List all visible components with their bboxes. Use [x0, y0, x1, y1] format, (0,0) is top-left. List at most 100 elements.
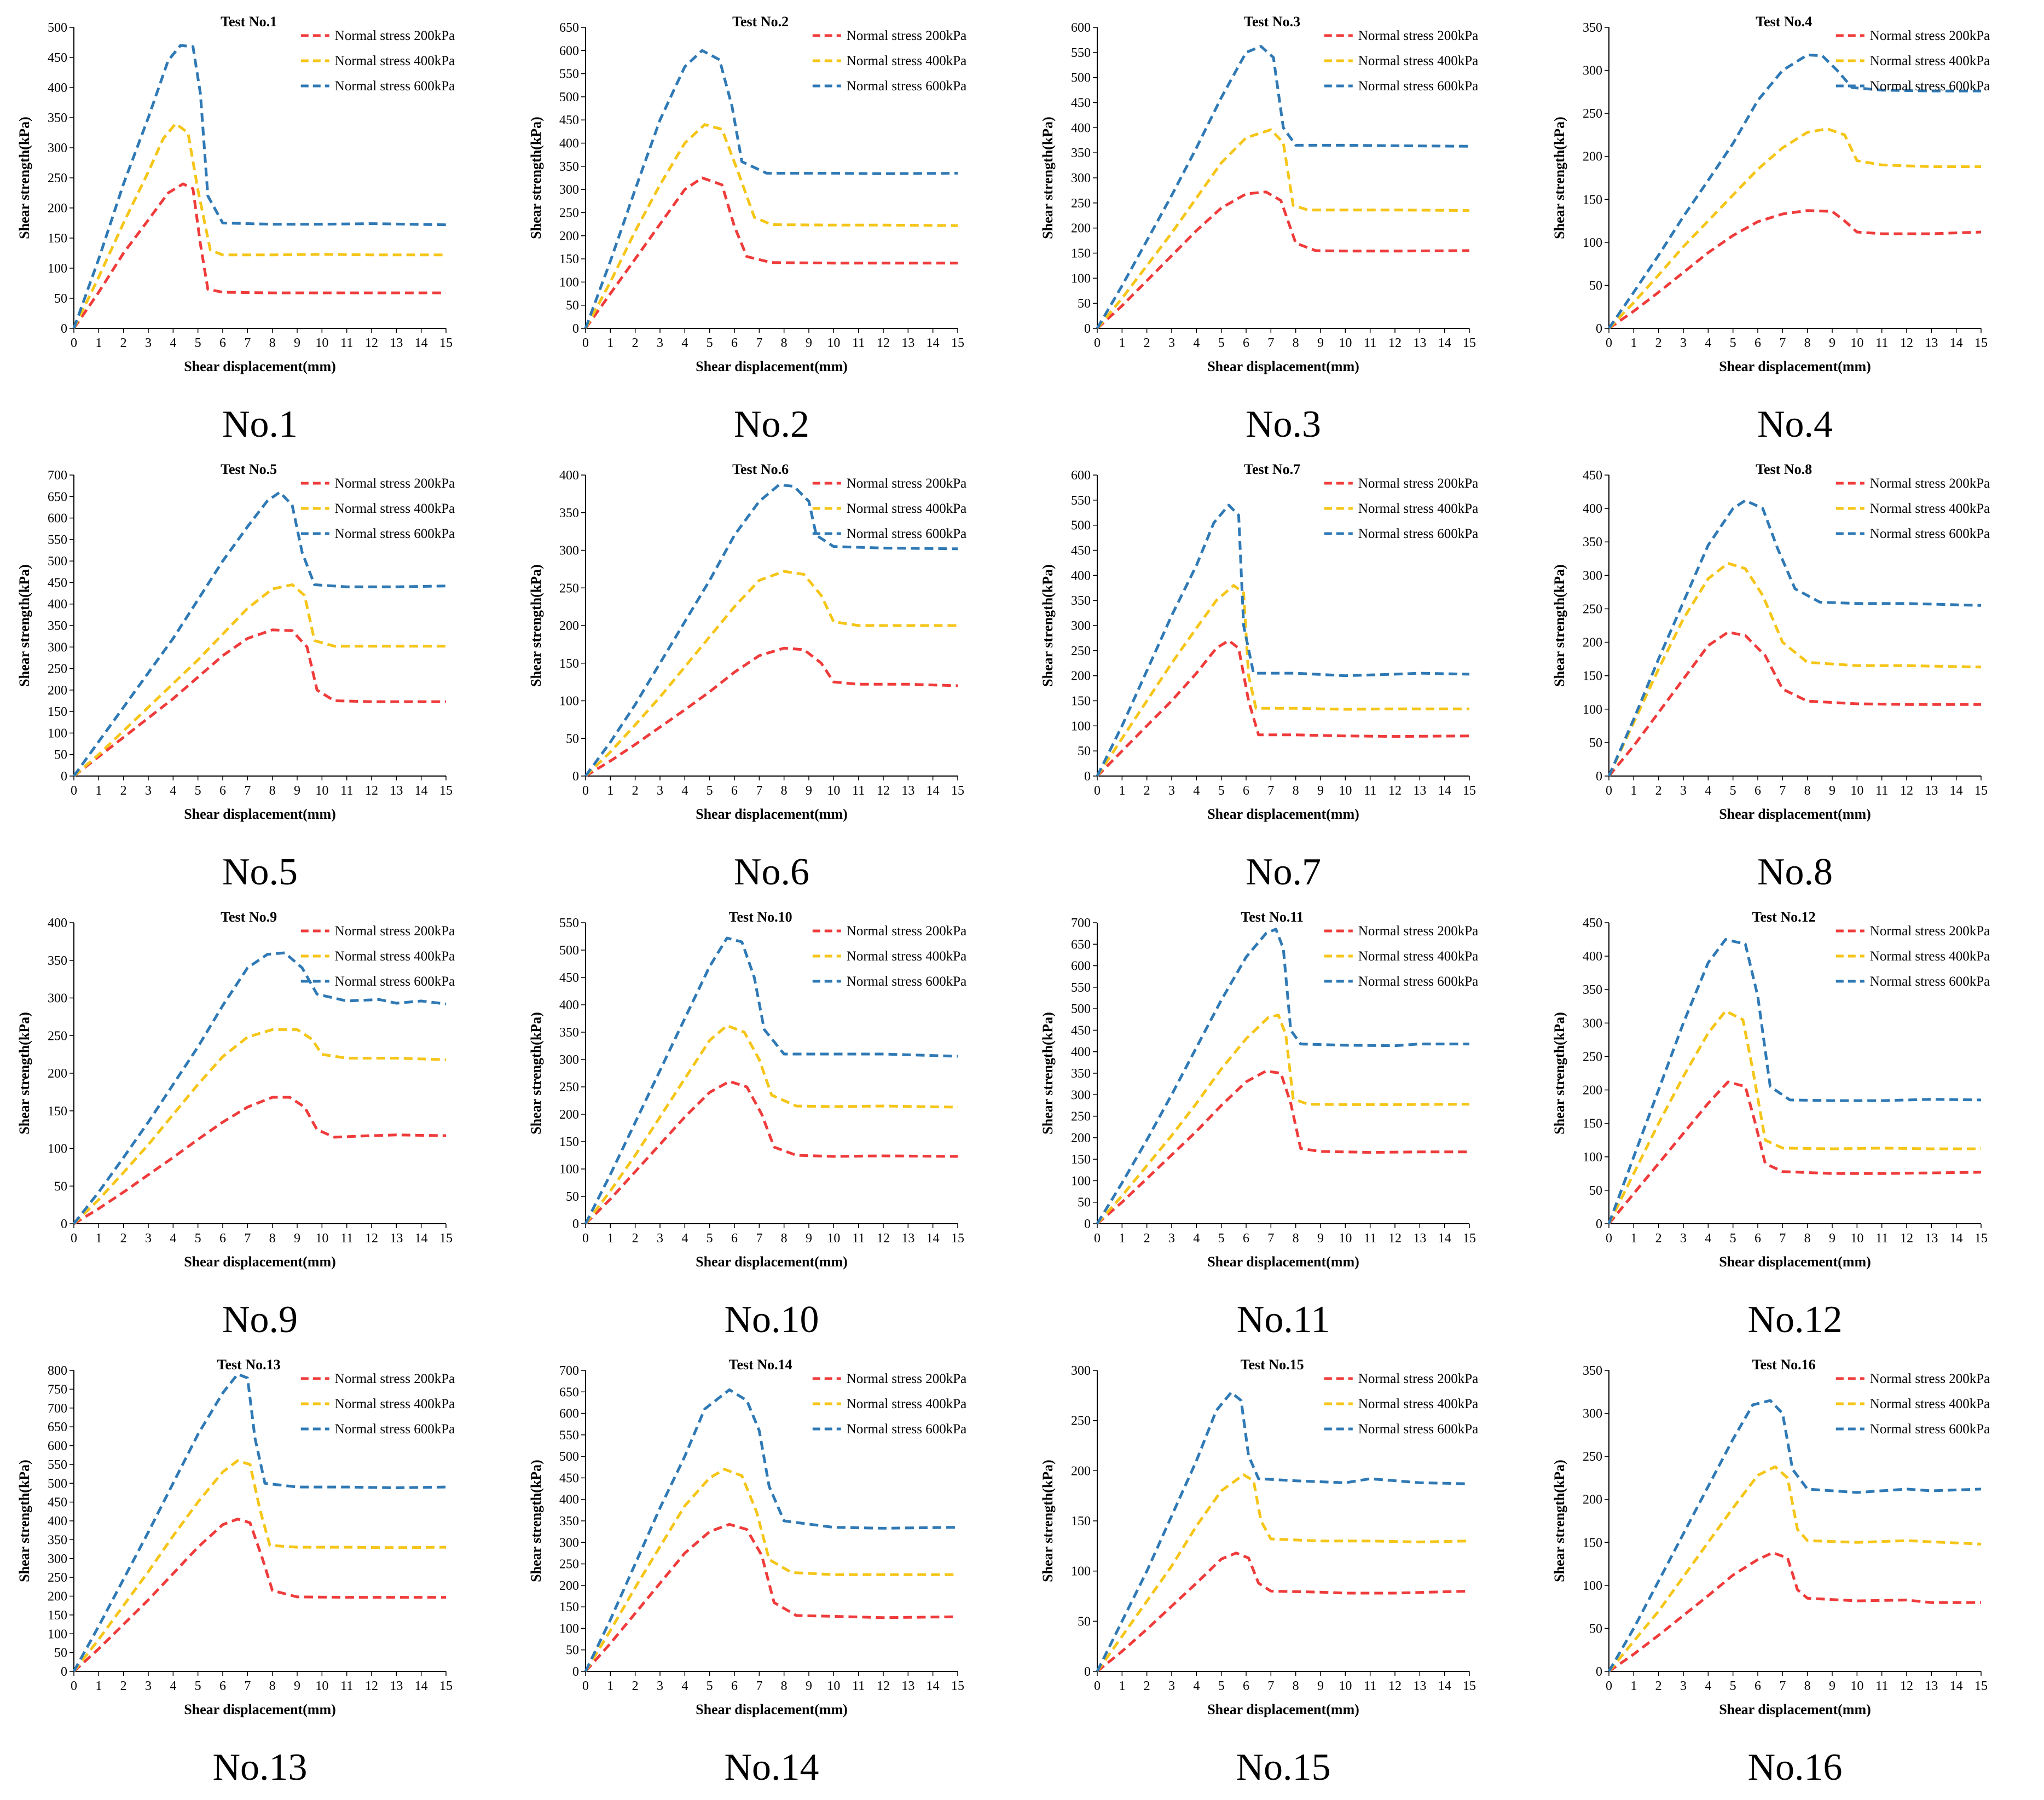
y-tick-label: 350 — [559, 160, 579, 174]
x-tick-label: 6 — [731, 784, 738, 798]
chart-title: Test No.2 — [732, 14, 789, 30]
y-tick-label: 150 — [1583, 193, 1602, 207]
y-tick-label: 50 — [566, 1643, 579, 1658]
x-tick-label: 11 — [1364, 784, 1376, 798]
x-tick-label: 0 — [71, 1231, 77, 1246]
x-tick-label: 7 — [756, 336, 762, 350]
x-axis-label: Shear displacement(mm) — [1207, 358, 1359, 374]
y-tick-label: 450 — [1583, 468, 1602, 483]
x-tick-label: 14 — [927, 1231, 940, 1246]
x-tick-label: 12 — [1388, 336, 1402, 350]
x-tick-label: 14 — [1950, 1679, 1963, 1693]
y-tick-label: 50 — [1589, 1184, 1602, 1198]
y-tick-label: 0 — [1596, 1217, 1602, 1231]
x-tick-label: 0 — [582, 784, 589, 798]
legend-label: Normal stress 200kPa — [1358, 476, 1478, 491]
x-tick-label: 15 — [1974, 784, 1988, 798]
chart-title: Test No.15 — [1241, 1357, 1304, 1373]
y-tick-label: 100 — [1583, 1150, 1602, 1165]
x-tick-label: 5 — [1730, 1231, 1736, 1246]
x-tick-label: 2 — [632, 336, 639, 350]
y-tick-label: 350 — [559, 1026, 579, 1040]
chart-title: Test No.11 — [1241, 909, 1304, 925]
panel-caption: No.13 — [212, 1746, 308, 1789]
x-tick-label: 3 — [145, 1231, 152, 1246]
y-tick-label: 450 — [48, 576, 67, 590]
y-tick-label: 0 — [1596, 1665, 1602, 1679]
chart-title: Test No.6 — [732, 461, 789, 477]
y-tick-label: 550 — [1071, 494, 1091, 508]
panel-caption: No.2 — [733, 403, 810, 445]
x-tick-label: 11 — [340, 336, 353, 350]
y-tick-label: 350 — [1583, 535, 1602, 549]
x-axis-label: Shear displacement(mm) — [184, 806, 336, 822]
y-tick-label: 300 — [48, 640, 67, 655]
x-tick-label: 5 — [707, 336, 713, 350]
series-line-3 — [1096, 45, 1470, 329]
y-tick-label: 50 — [1589, 1622, 1602, 1636]
panel-caption: No.10 — [724, 1299, 819, 1341]
x-tick-label: 15 — [1463, 336, 1476, 350]
legend-label: Normal stress 400kPa — [847, 501, 966, 516]
legend-label: Normal stress 600kPa — [1870, 526, 1990, 541]
x-tick-label: 7 — [1267, 336, 1274, 350]
x-tick-label: 15 — [951, 1679, 964, 1693]
y-tick-label: 800 — [48, 1364, 67, 1378]
y-axis-label: Shear strength(kPa) — [528, 1460, 544, 1582]
y-tick-label: 450 — [559, 113, 579, 128]
x-tick-label: 2 — [1144, 784, 1150, 798]
x-tick-label: 2 — [1655, 1231, 1662, 1246]
legend-label: Normal stress 400kPa — [847, 1397, 966, 1411]
chart-title: Test No.12 — [1752, 909, 1816, 925]
legend-label: Normal stress 600kPa — [1358, 79, 1478, 94]
x-tick-label: 5 — [707, 1679, 713, 1693]
x-tick-label: 12 — [365, 1679, 378, 1693]
series-line-1 — [73, 1096, 447, 1225]
series-line-3 — [73, 951, 447, 1225]
x-tick-label: 7 — [244, 336, 251, 350]
y-tick-label: 50 — [1078, 1196, 1091, 1210]
x-tick-label: 2 — [1655, 1679, 1662, 1693]
x-tick-label: 4 — [1193, 1231, 1200, 1246]
x-tick-label: 13 — [390, 1679, 403, 1693]
x-tick-label: 5 — [707, 1231, 713, 1246]
y-tick-label: 200 — [1583, 636, 1602, 650]
chart-panel-5: Test No.5 0 50 100 150 200 250 300 350 400 450 500 5… — [5, 459, 514, 905]
y-tick-label: 400 — [48, 1514, 67, 1529]
y-tick-label: 150 — [1583, 669, 1602, 684]
series-line-1 — [584, 646, 958, 778]
x-tick-label: 5 — [1730, 784, 1736, 798]
x-tick-label: 11 — [852, 1231, 865, 1246]
legend-label: Normal stress 200kPa — [1358, 1371, 1478, 1386]
series-line-2 — [1096, 1473, 1470, 1672]
x-tick-label: 12 — [1388, 1679, 1402, 1693]
y-axis-label: Shear strength(kPa) — [16, 117, 32, 239]
y-tick-label: 400 — [48, 598, 67, 612]
x-tick-label: 10 — [315, 1231, 328, 1246]
x-tick-label: 6 — [731, 336, 738, 350]
x-tick-label: 13 — [1413, 1679, 1426, 1693]
x-tick-label: 5 — [1730, 1679, 1736, 1693]
y-tick-label: 200 — [1583, 1084, 1602, 1098]
y-tick-label: 550 — [559, 1428, 579, 1443]
x-tick-label: 14 — [1438, 784, 1451, 798]
panel-caption: No.7 — [1245, 851, 1322, 893]
y-tick-label: 500 — [48, 554, 67, 569]
x-tick-label: 4 — [1705, 336, 1711, 350]
panel-caption: No.8 — [1757, 851, 1833, 893]
x-tick-label: 3 — [1168, 1231, 1175, 1246]
y-tick-label: 650 — [1071, 937, 1091, 952]
x-tick-label: 10 — [1339, 1231, 1352, 1246]
y-tick-label: 350 — [1583, 1364, 1602, 1378]
x-tick-label: 15 — [439, 336, 453, 350]
x-tick-label: 0 — [1094, 1679, 1101, 1693]
y-tick-label: 300 — [1583, 64, 1602, 78]
x-tick-label: 10 — [315, 336, 328, 350]
x-tick-label: 4 — [681, 1679, 688, 1693]
x-tick-label: 1 — [1119, 1679, 1125, 1693]
x-tick-label: 7 — [756, 784, 762, 798]
x-tick-label: 1 — [607, 1231, 613, 1246]
x-axis-label: Shear displacement(mm) — [696, 358, 848, 374]
chart-title: Test No.13 — [217, 1357, 281, 1373]
